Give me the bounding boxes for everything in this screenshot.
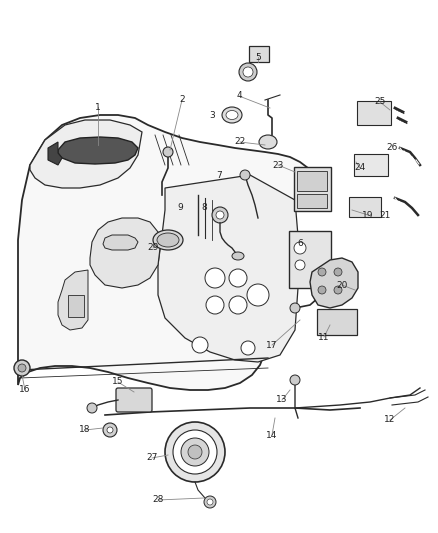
- Circle shape: [241, 341, 255, 355]
- Text: 13: 13: [276, 395, 288, 405]
- Circle shape: [165, 422, 225, 482]
- Text: 11: 11: [318, 333, 330, 342]
- Circle shape: [216, 211, 224, 219]
- FancyBboxPatch shape: [354, 154, 388, 176]
- Circle shape: [318, 286, 326, 294]
- Text: 4: 4: [236, 92, 242, 101]
- Text: 19: 19: [362, 211, 374, 220]
- Polygon shape: [18, 115, 312, 390]
- FancyBboxPatch shape: [68, 295, 84, 317]
- Polygon shape: [58, 137, 138, 164]
- Text: 16: 16: [19, 385, 31, 394]
- FancyBboxPatch shape: [357, 101, 391, 125]
- Text: 2: 2: [179, 95, 185, 104]
- Circle shape: [295, 260, 305, 270]
- Circle shape: [239, 63, 257, 81]
- Circle shape: [107, 427, 113, 433]
- FancyBboxPatch shape: [349, 197, 381, 217]
- FancyBboxPatch shape: [317, 309, 357, 335]
- Circle shape: [18, 364, 26, 372]
- Polygon shape: [90, 218, 160, 288]
- Polygon shape: [310, 258, 358, 308]
- Polygon shape: [158, 175, 300, 362]
- Polygon shape: [103, 235, 138, 250]
- Text: 1: 1: [95, 102, 101, 111]
- Ellipse shape: [153, 230, 183, 250]
- Circle shape: [290, 303, 300, 313]
- Circle shape: [206, 296, 224, 314]
- Ellipse shape: [259, 135, 277, 149]
- Text: 18: 18: [79, 425, 91, 434]
- Text: 27: 27: [146, 454, 158, 463]
- Circle shape: [240, 170, 250, 180]
- Circle shape: [14, 360, 30, 376]
- Circle shape: [212, 207, 228, 223]
- Polygon shape: [30, 120, 142, 188]
- Circle shape: [87, 403, 97, 413]
- Text: 3: 3: [209, 110, 215, 119]
- Text: 28: 28: [152, 496, 164, 505]
- Text: 25: 25: [374, 98, 386, 107]
- Circle shape: [163, 147, 173, 157]
- Text: 20: 20: [336, 280, 348, 289]
- Text: 23: 23: [272, 160, 284, 169]
- Circle shape: [290, 375, 300, 385]
- Polygon shape: [58, 270, 88, 330]
- Circle shape: [205, 268, 225, 288]
- Text: 5: 5: [255, 52, 261, 61]
- Text: 22: 22: [234, 138, 246, 147]
- Text: 26: 26: [386, 143, 398, 152]
- Polygon shape: [48, 142, 62, 165]
- Text: 15: 15: [112, 377, 124, 386]
- Text: 6: 6: [297, 239, 303, 248]
- Circle shape: [204, 496, 216, 508]
- Circle shape: [188, 445, 202, 459]
- FancyBboxPatch shape: [249, 46, 269, 62]
- FancyBboxPatch shape: [116, 388, 152, 412]
- Circle shape: [294, 242, 306, 254]
- Ellipse shape: [226, 110, 238, 119]
- Circle shape: [334, 268, 342, 276]
- Circle shape: [173, 430, 217, 474]
- Circle shape: [181, 438, 209, 466]
- Circle shape: [103, 423, 117, 437]
- Ellipse shape: [232, 252, 244, 260]
- Text: 9: 9: [177, 203, 183, 212]
- Text: 21: 21: [379, 211, 391, 220]
- Circle shape: [247, 284, 269, 306]
- Text: 14: 14: [266, 431, 278, 440]
- Circle shape: [229, 269, 247, 287]
- Text: 29: 29: [147, 244, 159, 253]
- Circle shape: [243, 67, 253, 77]
- Text: 17: 17: [266, 341, 278, 350]
- FancyBboxPatch shape: [289, 231, 331, 288]
- Circle shape: [207, 499, 213, 505]
- Ellipse shape: [157, 233, 179, 247]
- FancyBboxPatch shape: [297, 194, 327, 208]
- Circle shape: [229, 296, 247, 314]
- Circle shape: [318, 268, 326, 276]
- Circle shape: [192, 337, 208, 353]
- Text: 8: 8: [201, 203, 207, 212]
- Text: 7: 7: [216, 171, 222, 180]
- FancyBboxPatch shape: [294, 167, 331, 211]
- Text: 12: 12: [384, 416, 396, 424]
- Ellipse shape: [222, 107, 242, 123]
- Text: 24: 24: [354, 164, 366, 173]
- FancyBboxPatch shape: [297, 171, 327, 191]
- Circle shape: [334, 286, 342, 294]
